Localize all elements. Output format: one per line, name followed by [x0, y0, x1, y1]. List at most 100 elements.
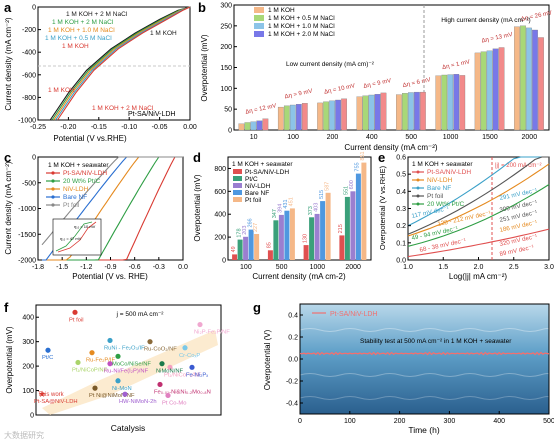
title-f: j = 500 mA cm⁻² — [116, 311, 165, 318]
d-ytick-label: 0 — [222, 258, 226, 265]
f-ytick-label: 100 — [22, 388, 34, 395]
bar-b-1-1 — [283, 105, 290, 131]
series-c-line-4 — [41, 156, 183, 246]
delta-label-b: Δη = 6 mV — [402, 77, 431, 89]
legend-d-label: Bare NF — [245, 190, 269, 197]
f-point — [115, 378, 121, 384]
g-xtick-label: 100 — [344, 418, 356, 425]
f-point — [115, 353, 121, 359]
d-ytick-label: 200 — [214, 235, 226, 242]
c-xtick-label: -1.2 — [80, 264, 92, 271]
d-xtick-label: 2000 — [345, 264, 361, 271]
f-point — [157, 381, 163, 388]
bar-d-value-label: 178 — [236, 228, 242, 237]
bar-d-value-label: 394 — [278, 204, 284, 213]
a-ytick-label: -1000 — [18, 118, 36, 125]
a-ytick-label: -800 — [22, 95, 36, 102]
legend-e-label: Pt-SA/NiV-LDH — [427, 169, 471, 176]
axis-ticks-e: 0.0 0.1 0.2 0.3 0.4 0.5 0.6 1.0 1.5 2.0 2.5 3.0 — [396, 155, 554, 272]
bar-d-value-label: 451 — [289, 197, 295, 206]
legend-title-c: 1 M KOH + seawater — [48, 162, 109, 169]
series-e-line-1 — [407, 163, 550, 237]
f-point-label: HW-NiMoN-2h — [119, 399, 157, 405]
bar-b-3-3 — [374, 94, 381, 131]
g-xtick-label: 500 — [543, 418, 554, 425]
g-ytick-label: 0.2 — [288, 335, 298, 342]
legend-b-swatch — [254, 7, 264, 13]
bar-d-2-4 — [325, 192, 331, 260]
e-xtick-label: 1.5 — [438, 264, 448, 271]
legend-e-marker — [416, 170, 420, 174]
e-xtick-label: 2.5 — [509, 264, 519, 271]
legend-e-label: NiV-LDH — [427, 177, 453, 184]
panel-letter-a: a — [4, 0, 12, 15]
c-xtick-label: -1.5 — [56, 264, 68, 271]
legend-b-swatch — [254, 23, 264, 29]
bars-b — [238, 25, 544, 131]
panel-letter-g: g — [253, 300, 261, 315]
legend-d-label: Pt/C — [245, 176, 258, 183]
legend-b-swatch — [254, 31, 264, 37]
legend-e-marker — [416, 178, 420, 182]
panel-a: a 0 -200 -400 -600 -800 -1000-0.25 -0.20 -0.15 -… — [4, 0, 197, 143]
legend-a-3: 1 M KOH + 1.0 M NaCl — [48, 27, 115, 34]
g-ytick-label: 0.0 — [288, 357, 298, 364]
delta-label-b: Δη = 10 mV — [324, 83, 356, 95]
bar-d-value-label: 130 — [302, 234, 308, 243]
legend-d-swatch — [233, 197, 242, 202]
panel-g: g 0.4 0.2 0.0 -0.2 -0.4 0 100 200 300 400 500 Pt-S… — [253, 300, 554, 435]
a-ytick-label: -600 — [22, 72, 36, 79]
inset-line-green — [55, 221, 93, 252]
legend-c-label: Pt-SA/NiV-LDH — [63, 170, 107, 177]
f-point-label: Pt₁/NiCoP/NF — [72, 367, 108, 373]
bar-d-value-label: 515 — [319, 190, 325, 199]
x-axis-label-d: Current density (mA cm-2) — [252, 272, 346, 281]
bar-d-value-label: 266 — [247, 218, 253, 227]
bar-d-0-4 — [254, 234, 260, 260]
legend-title-d: 1 M KOH + seawater — [232, 161, 293, 168]
d-ytick-label: 600 — [214, 189, 226, 196]
f-point-label: Pt foil — [69, 317, 84, 323]
bar-d-0-2 — [243, 236, 249, 260]
f-point — [107, 361, 113, 367]
bar-d-value-label: 587 — [324, 182, 330, 191]
bar-b-2-3 — [335, 99, 341, 131]
f-point — [75, 359, 81, 366]
inset-line-red — [57, 221, 97, 253]
b-xtick-label: 1000 — [443, 134, 459, 141]
f-point-label: Fe₀.₀₁-Ni&Ni₀.₂Mo₀.₈N — [154, 389, 211, 395]
x-axis-label-b: Current density (mA cm⁻²) — [344, 143, 437, 152]
legend-d-swatch — [233, 169, 242, 174]
f-point — [159, 361, 165, 367]
bar-b-1-2 — [289, 104, 296, 131]
legend-d-swatch — [233, 190, 242, 195]
a-xtick-label: -0.25 — [30, 124, 46, 131]
wave-3 — [299, 396, 550, 400]
bar-d-value-label: 227 — [253, 223, 259, 232]
b-xtick-label: 200 — [327, 134, 339, 141]
panel-letter-f: f — [4, 300, 9, 315]
f-point-star: ★ — [38, 389, 46, 399]
series-group-g — [299, 351, 550, 356]
b-xtick-label: 1500 — [482, 134, 498, 141]
d-ytick-label: 800 — [214, 166, 226, 173]
bar-b-3-4 — [380, 92, 387, 131]
axis-ticks-a: 0 -200 -400 -600 -800 -1000-0.25 -0.20 -0.15 -0.… — [18, 5, 197, 132]
b-ytick-label: 250 — [220, 23, 232, 30]
legend-d-swatch — [233, 183, 242, 188]
series-group-a — [49, 6, 191, 121]
f-point — [165, 392, 171, 399]
legend-c-marker — [51, 171, 55, 175]
panel-letter-d: d — [193, 150, 201, 165]
y-axis-label-e: Overpotential (V vs.RHE) — [378, 165, 387, 250]
bar-b-0-1 — [244, 122, 251, 131]
annotation-a-2: 1 M KOH — [48, 87, 75, 94]
f-point-label: Pt Ni@NiMoN/NF — [89, 393, 135, 399]
bar-d-3-0 — [339, 235, 345, 260]
legend-e-label: Bare NF — [427, 185, 451, 192]
bar-d-value-label: 215 — [338, 224, 344, 233]
